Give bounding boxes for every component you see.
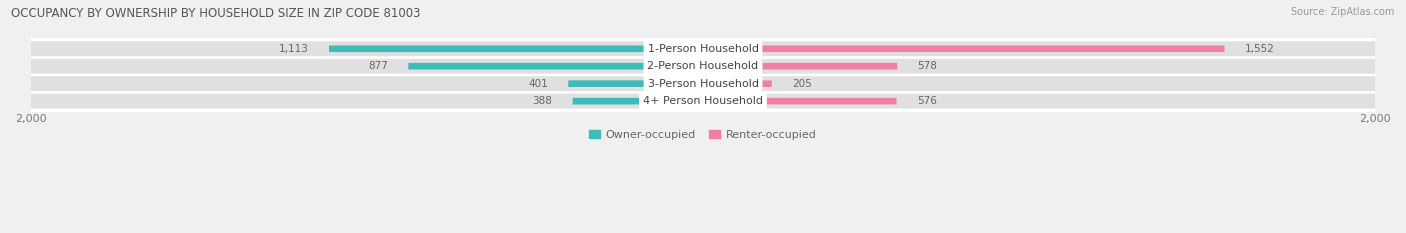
- FancyBboxPatch shape: [31, 94, 1375, 109]
- Text: 1,552: 1,552: [1244, 44, 1275, 54]
- Text: 401: 401: [529, 79, 548, 89]
- Text: 4+ Person Household: 4+ Person Household: [643, 96, 763, 106]
- Text: Source: ZipAtlas.com: Source: ZipAtlas.com: [1291, 7, 1395, 17]
- FancyBboxPatch shape: [31, 41, 1375, 56]
- Text: 3-Person Household: 3-Person Household: [648, 79, 758, 89]
- FancyBboxPatch shape: [31, 76, 1375, 91]
- Text: 877: 877: [368, 61, 388, 71]
- FancyBboxPatch shape: [703, 80, 772, 87]
- FancyBboxPatch shape: [703, 98, 897, 104]
- FancyBboxPatch shape: [572, 98, 703, 104]
- Text: 205: 205: [792, 79, 811, 89]
- Text: 1,113: 1,113: [278, 44, 309, 54]
- Text: 2-Person Household: 2-Person Household: [647, 61, 759, 71]
- FancyBboxPatch shape: [329, 45, 703, 52]
- FancyBboxPatch shape: [31, 59, 1375, 74]
- FancyBboxPatch shape: [568, 80, 703, 87]
- Text: 388: 388: [533, 96, 553, 106]
- FancyBboxPatch shape: [703, 45, 1225, 52]
- Legend: Owner-occupied, Renter-occupied: Owner-occupied, Renter-occupied: [585, 125, 821, 144]
- FancyBboxPatch shape: [408, 63, 703, 69]
- Text: OCCUPANCY BY OWNERSHIP BY HOUSEHOLD SIZE IN ZIP CODE 81003: OCCUPANCY BY OWNERSHIP BY HOUSEHOLD SIZE…: [11, 7, 420, 20]
- Text: 1-Person Household: 1-Person Household: [648, 44, 758, 54]
- Text: 576: 576: [917, 96, 936, 106]
- FancyBboxPatch shape: [703, 63, 897, 69]
- Text: 578: 578: [918, 61, 938, 71]
